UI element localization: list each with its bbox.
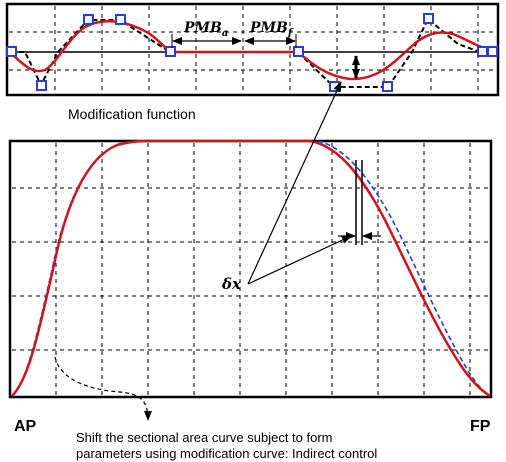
delta-x-label: δx xyxy=(221,275,242,293)
control-point xyxy=(83,14,94,25)
control-point xyxy=(487,46,498,57)
ap-label: AP xyxy=(14,418,37,435)
caption-leader xyxy=(54,356,152,421)
top-panel: PMBa PMBf xyxy=(5,2,500,97)
control-point xyxy=(423,13,434,24)
bottom-panel xyxy=(8,139,493,399)
pmb-a-label: PMBa xyxy=(183,20,228,39)
delta-x-leader-to-top xyxy=(247,81,342,285)
fp-label: FP xyxy=(470,418,491,435)
bottom-panel-frame xyxy=(8,139,493,399)
modification-curve xyxy=(8,20,497,81)
control-point xyxy=(293,46,304,57)
control-point xyxy=(477,46,488,57)
modified-area-curve xyxy=(11,139,491,398)
caption-line-1: Shift the sectional area curve subject t… xyxy=(76,430,333,445)
delta-x-leader-to-bottom xyxy=(247,235,352,285)
bottom-panel-grid xyxy=(12,143,489,395)
control-point xyxy=(6,46,17,57)
modification-function-label: Modification function xyxy=(68,106,196,122)
caption-line-2: parameters using modification curve: Ind… xyxy=(76,446,377,461)
control-point xyxy=(382,81,393,92)
control-point xyxy=(36,80,47,91)
control-polygon xyxy=(11,17,493,88)
control-point xyxy=(165,46,176,57)
top-panel-grid xyxy=(9,6,496,93)
pmb-f-label: PMBf xyxy=(249,20,294,39)
control-point xyxy=(115,14,126,25)
